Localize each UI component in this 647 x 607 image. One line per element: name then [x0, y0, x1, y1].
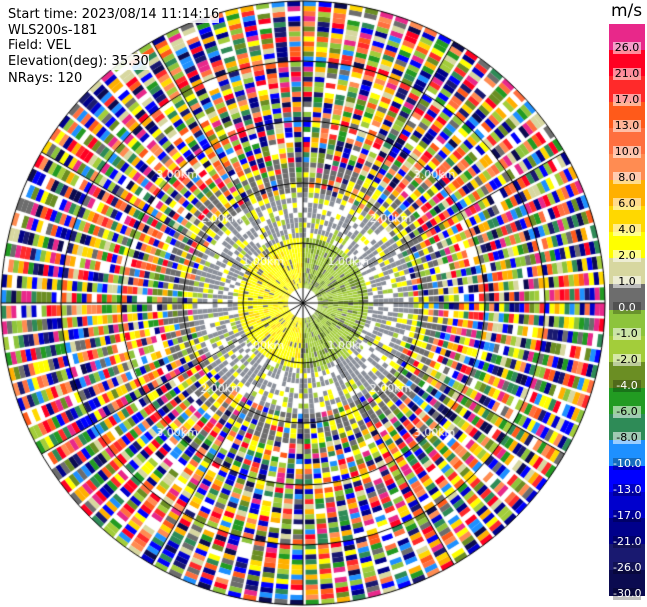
- colorbar-tick-label: -10.0: [613, 457, 642, 470]
- colorbar-tick-label: -6.0: [613, 406, 641, 418]
- colorbar-tick-label: 10.0: [613, 145, 641, 158]
- colorbar-tick-label: 6.0: [613, 198, 641, 210]
- colorbar-swatch: [609, 518, 645, 545]
- colorbar-unit-title: m/s: [611, 1, 643, 21]
- colorbar-tick-label: -13.0: [613, 483, 642, 496]
- colorbar-tick-label: 21.0: [613, 67, 641, 80]
- colorbar-tick-label: 4.0: [613, 224, 641, 236]
- colorbar-tick-label: 2.0: [613, 250, 641, 262]
- start-time-label: Start time: 2023/08/14 11:14:16: [8, 7, 220, 23]
- colorbar-swatch: [609, 544, 645, 571]
- site-label: WLS200s-181: [8, 23, 98, 39]
- colorbar-tick-label: -17.0: [613, 509, 642, 522]
- colorbar-tick-label: 8.0: [613, 172, 641, 184]
- elevation-label: Elevation(deg): 35.30: [8, 54, 149, 70]
- colorbar-swatch: [609, 362, 645, 389]
- nrays-label: NRays: 120: [8, 71, 83, 87]
- colorbar-swatch: [609, 570, 645, 596]
- colorbar-tick-label: -30.0: [613, 587, 642, 600]
- colorbar-tick-label: 0.0: [613, 302, 641, 314]
- ppi-velocity-plot: [0, 0, 607, 607]
- colorbar-swatch: [609, 440, 645, 467]
- colorbar-tick-label: -21.0: [613, 535, 642, 548]
- colorbar-tick-label: -26.0: [613, 561, 642, 574]
- colorbar-swatch: [609, 492, 645, 519]
- colorbar-swatch: [609, 284, 645, 311]
- colorbar-tick-label: 26.0: [613, 41, 641, 54]
- colorbar-tick-label: 13.0: [613, 119, 641, 132]
- colorbar-tick-label: -2.0: [613, 354, 641, 366]
- field-label: Field: VEL: [8, 38, 71, 54]
- colorbar-tick-label: 17.0: [613, 93, 641, 106]
- colorbar-tick-label: -8.0: [613, 432, 641, 444]
- colorbar-tick-label: -1.0: [613, 328, 641, 340]
- colorbar-swatch: [609, 466, 645, 493]
- colorbar-tick-label: 1.0: [613, 276, 641, 288]
- colorbar-tick-label: -4.0: [613, 380, 641, 392]
